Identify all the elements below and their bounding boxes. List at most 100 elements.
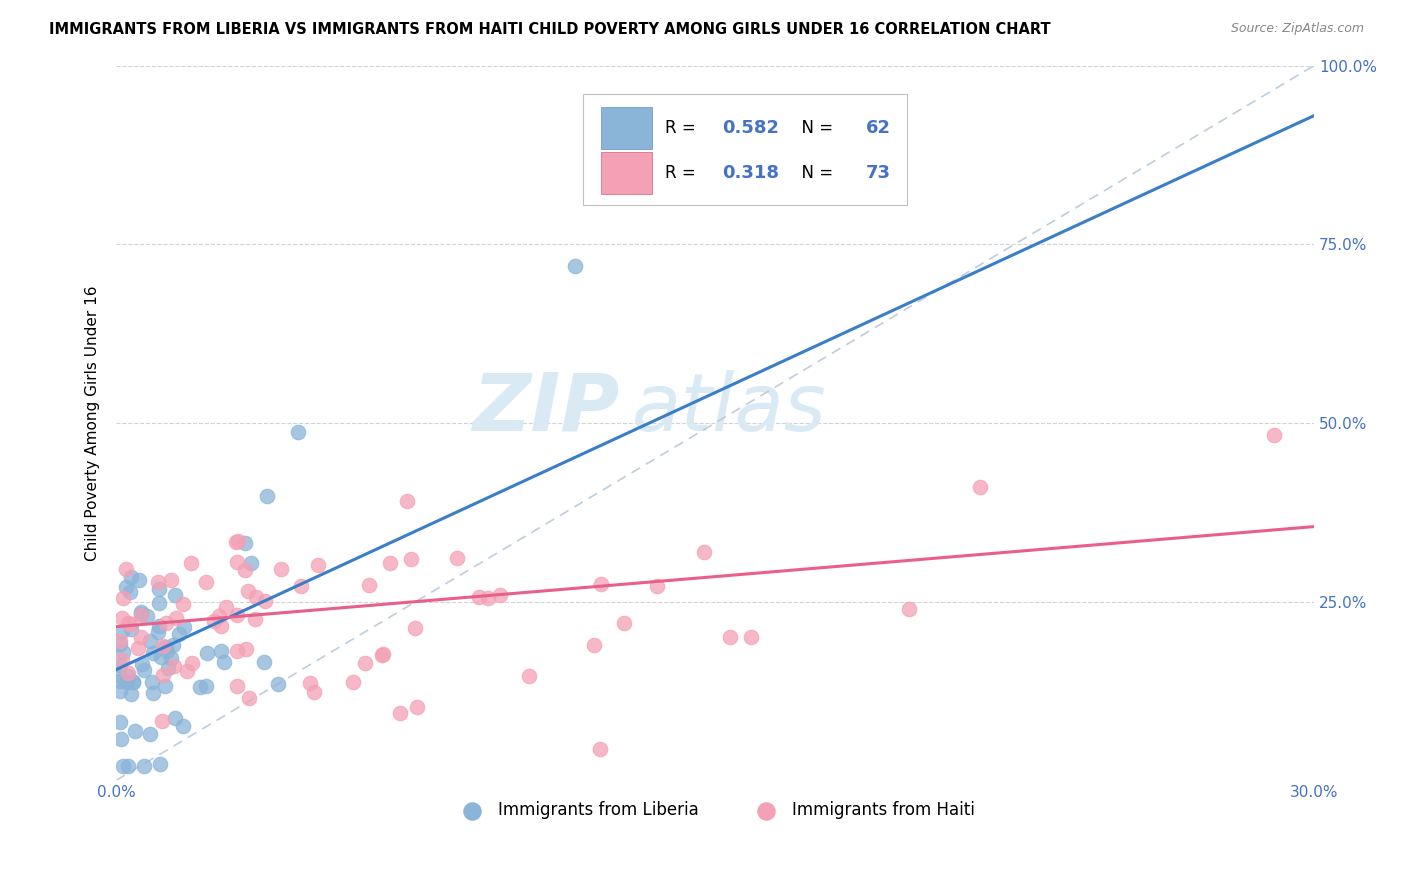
Point <box>110 674 132 689</box>
Point <box>152 668 174 682</box>
Point <box>115 674 138 689</box>
Text: 62: 62 <box>866 119 891 136</box>
Point <box>148 596 170 610</box>
Text: Source: ZipAtlas.com: Source: ZipAtlas.com <box>1230 22 1364 36</box>
Point <box>181 657 204 671</box>
Point <box>302 685 325 699</box>
Point <box>188 680 211 694</box>
Point <box>180 556 202 570</box>
Point <box>613 616 636 631</box>
Point <box>898 601 921 615</box>
Point <box>122 675 145 690</box>
Point <box>172 597 194 611</box>
Point <box>129 607 152 622</box>
FancyBboxPatch shape <box>583 95 907 205</box>
Point <box>399 551 422 566</box>
Point <box>153 640 176 655</box>
Point <box>110 633 132 648</box>
Point <box>235 536 257 550</box>
Text: IMMIGRANTS FROM LIBERIA VS IMMIGRANTS FROM HAITI CHILD POVERTY AMONG GIRLS UNDER: IMMIGRANTS FROM LIBERIA VS IMMIGRANTS FR… <box>49 22 1050 37</box>
Bar <box>602 152 652 194</box>
Point <box>591 576 613 591</box>
Point <box>353 656 375 670</box>
Point <box>112 759 135 773</box>
Y-axis label: Child Poverty Among Girls Under 16: Child Poverty Among Girls Under 16 <box>86 285 100 561</box>
Point <box>446 550 468 565</box>
Point <box>160 651 183 665</box>
Bar <box>602 107 652 148</box>
Point <box>307 558 329 573</box>
Point <box>299 676 322 690</box>
Point <box>111 611 134 625</box>
Point <box>112 645 135 659</box>
Text: R =: R = <box>665 164 700 182</box>
Point <box>122 675 145 690</box>
Point <box>120 687 142 701</box>
Point <box>156 644 179 658</box>
Point <box>564 259 586 273</box>
Point <box>150 714 173 729</box>
Text: ZIP: ZIP <box>472 369 620 448</box>
Point <box>195 679 218 693</box>
Point <box>142 685 165 699</box>
Point <box>1263 428 1285 442</box>
Point <box>214 599 236 614</box>
Point <box>256 489 278 503</box>
Point <box>359 578 381 592</box>
Point <box>226 533 249 548</box>
Point <box>124 724 146 739</box>
Point <box>110 637 132 651</box>
Point <box>117 665 139 680</box>
Legend: Immigrants from Liberia, Immigrants from Haiti: Immigrants from Liberia, Immigrants from… <box>449 794 981 826</box>
Point <box>163 588 186 602</box>
Point <box>111 624 134 639</box>
Point <box>163 659 186 673</box>
Point <box>117 669 139 683</box>
Point <box>238 690 260 705</box>
Point <box>155 679 177 693</box>
Point <box>477 591 499 606</box>
Point <box>253 594 276 608</box>
Point <box>489 588 512 602</box>
Point <box>117 616 139 631</box>
Point <box>225 679 247 693</box>
Point <box>148 582 170 596</box>
Point <box>406 699 429 714</box>
Point <box>395 494 418 508</box>
Point <box>148 756 170 771</box>
Point <box>287 425 309 440</box>
Point <box>146 625 169 640</box>
Point <box>195 574 218 589</box>
Point <box>135 608 157 623</box>
Point <box>290 578 312 592</box>
Point <box>117 759 139 773</box>
Point <box>115 580 138 594</box>
Point <box>693 545 716 559</box>
Point <box>131 606 153 620</box>
Point <box>388 706 411 720</box>
Point <box>129 607 152 621</box>
Point <box>212 655 235 669</box>
Point <box>110 714 132 729</box>
Point <box>371 648 394 662</box>
Point <box>129 630 152 644</box>
Point <box>120 622 142 636</box>
Text: N =: N = <box>790 119 838 136</box>
Point <box>209 619 232 633</box>
Point <box>270 562 292 576</box>
Point <box>233 563 256 577</box>
Point <box>118 616 141 631</box>
Point <box>165 610 187 624</box>
Point <box>583 638 606 652</box>
Text: atlas: atlas <box>631 369 827 448</box>
Point <box>211 643 233 657</box>
Point <box>142 646 165 660</box>
Point <box>127 640 149 655</box>
Point <box>141 675 163 690</box>
Point <box>139 633 162 648</box>
Point <box>110 658 132 673</box>
Point <box>519 669 541 683</box>
Point <box>163 711 186 725</box>
Point <box>468 590 491 604</box>
Point <box>243 612 266 626</box>
